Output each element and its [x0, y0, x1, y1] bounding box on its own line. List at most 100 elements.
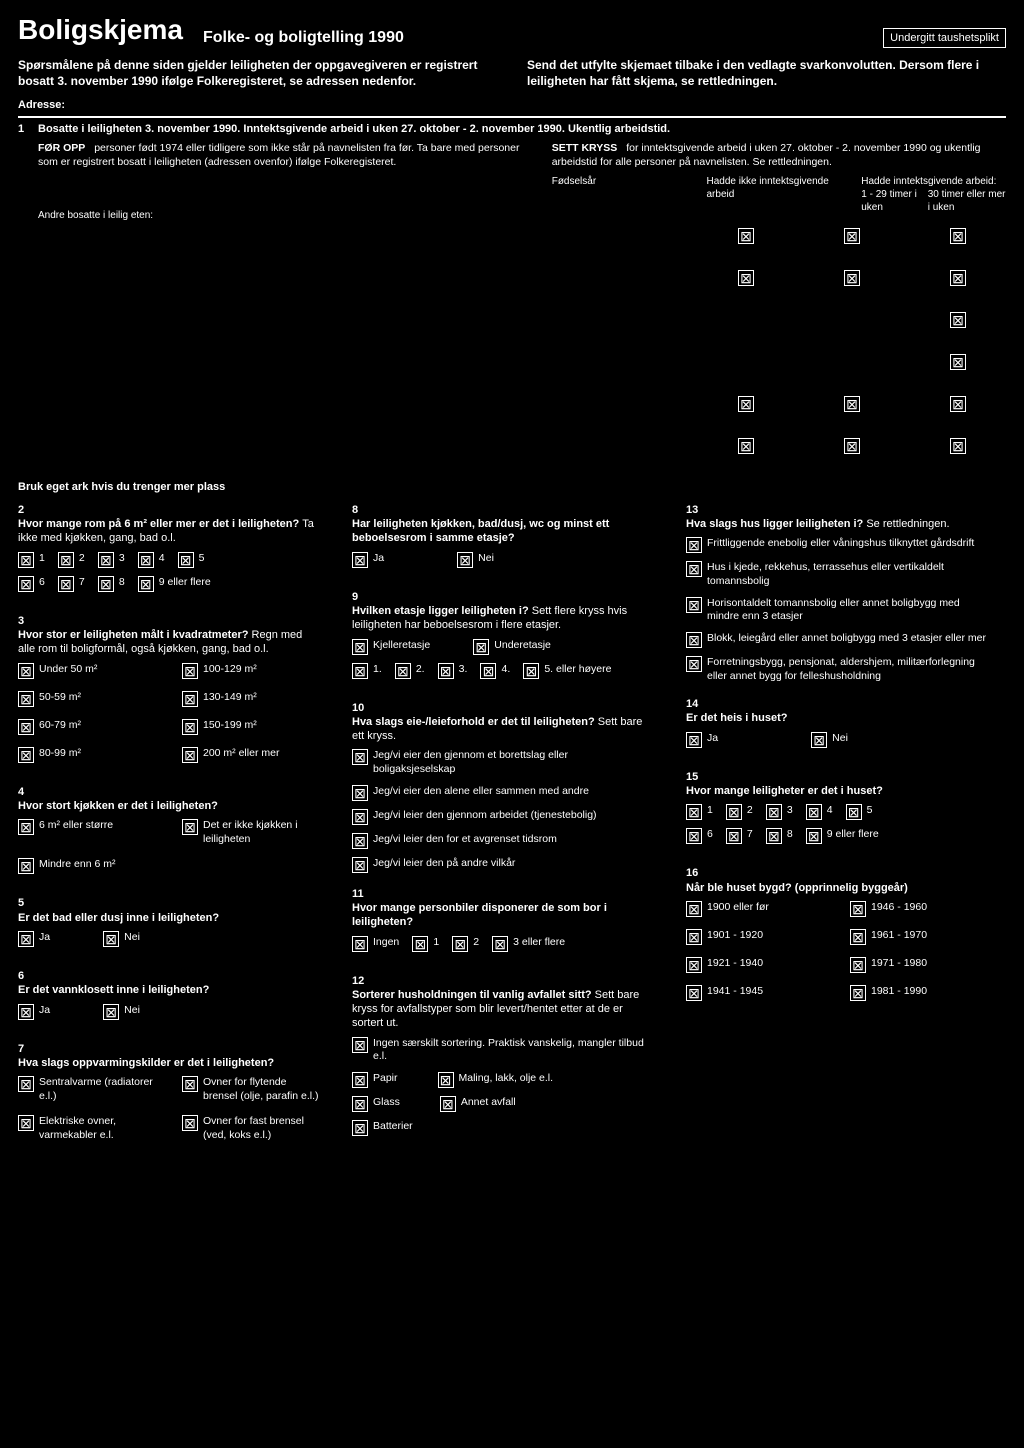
q12-opt2[interactable]: ⊠ — [352, 1072, 368, 1088]
q16-opt5[interactable]: ⊠ — [686, 957, 702, 973]
q7-opt1[interactable]: ⊠ — [18, 1076, 34, 1092]
q15-opt5[interactable]: ⊠ — [846, 804, 862, 820]
q16-opt6[interactable]: ⊠ — [850, 957, 866, 973]
q9-opt5[interactable]: ⊠ — [523, 663, 539, 679]
q13-opt2[interactable]: ⊠ — [686, 561, 702, 577]
q10-opt1[interactable]: ⊠ — [352, 749, 368, 765]
q11-text: Hvor mange personbiler disponerer de som… — [352, 901, 656, 930]
q9-opt1[interactable]: ⊠ — [352, 663, 368, 679]
checkbox[interactable]: ⊠ — [950, 312, 966, 328]
q12-opt3[interactable]: ⊠ — [438, 1072, 454, 1088]
q16-opt3[interactable]: ⊠ — [686, 929, 702, 945]
q15-opt7[interactable]: ⊠ — [726, 828, 742, 844]
q3-opt6[interactable]: ⊠ — [182, 719, 198, 735]
q6-number: 6 — [18, 969, 32, 983]
q7-opt4[interactable]: ⊠ — [182, 1115, 198, 1131]
q15-opt4[interactable]: ⊠ — [806, 804, 822, 820]
intro-right: Send det utfylte skjemaet tilbake i den … — [527, 58, 1006, 89]
q7-opt3[interactable]: ⊠ — [18, 1115, 34, 1131]
q3-opt4[interactable]: ⊠ — [182, 691, 198, 707]
q3-opt5[interactable]: ⊠ — [18, 719, 34, 735]
intro-left: Spørsmålene på denne siden gjelder leili… — [18, 58, 497, 89]
q16-opt2[interactable]: ⊠ — [850, 901, 866, 917]
checkbox[interactable]: ⊠ — [950, 396, 966, 412]
checkbox[interactable]: ⊠ — [738, 228, 754, 244]
foropp-text: personer født 1974 eller tidligere som i… — [38, 142, 519, 168]
checkbox[interactable]: ⊠ — [950, 438, 966, 454]
q13-opt1[interactable]: ⊠ — [686, 537, 702, 553]
q4-opt3[interactable]: ⊠ — [18, 858, 34, 874]
q11-opt4[interactable]: ⊠ — [492, 936, 508, 952]
q8-opt1[interactable]: ⊠ — [352, 552, 368, 568]
q16-opt8[interactable]: ⊠ — [850, 985, 866, 1001]
q15-opt8[interactable]: ⊠ — [766, 828, 782, 844]
q3-opt8[interactable]: ⊠ — [182, 747, 198, 763]
q3-opt3[interactable]: ⊠ — [18, 691, 34, 707]
q2-opt1[interactable]: ⊠ — [18, 552, 34, 568]
q2-opt4[interactable]: ⊠ — [138, 552, 154, 568]
q11-opt1[interactable]: ⊠ — [352, 936, 368, 952]
q15-opt3[interactable]: ⊠ — [766, 804, 782, 820]
q3-text: Hvor stor er leiligheten målt i kvadratm… — [18, 628, 322, 657]
q15-opt9[interactable]: ⊠ — [806, 828, 822, 844]
q9-opt3[interactable]: ⊠ — [438, 663, 454, 679]
checkbox[interactable]: ⊠ — [738, 270, 754, 286]
q9-number: 9 — [352, 590, 366, 604]
q8-opt2[interactable]: ⊠ — [457, 552, 473, 568]
checkbox[interactable]: ⊠ — [738, 438, 754, 454]
q15-opt2[interactable]: ⊠ — [726, 804, 742, 820]
q2-opt3[interactable]: ⊠ — [98, 552, 114, 568]
q10-opt4[interactable]: ⊠ — [352, 833, 368, 849]
q11-opt2[interactable]: ⊠ — [412, 936, 428, 952]
checkbox[interactable]: ⊠ — [738, 396, 754, 412]
checkbox[interactable]: ⊠ — [950, 354, 966, 370]
q3-opt7[interactable]: ⊠ — [18, 747, 34, 763]
checkbox[interactable]: ⊠ — [950, 270, 966, 286]
checkbox[interactable]: ⊠ — [950, 228, 966, 244]
checkbox[interactable]: ⊠ — [844, 438, 860, 454]
q16-opt1[interactable]: ⊠ — [686, 901, 702, 917]
q5-number: 5 — [18, 896, 32, 910]
checkbox[interactable]: ⊠ — [844, 396, 860, 412]
q16-opt7[interactable]: ⊠ — [686, 985, 702, 1001]
q12-opt1[interactable]: ⊠ — [352, 1037, 368, 1053]
q2-opt7[interactable]: ⊠ — [58, 576, 74, 592]
q7-opt2[interactable]: ⊠ — [182, 1076, 198, 1092]
q3-opt1[interactable]: ⊠ — [18, 663, 34, 679]
q4-opt1[interactable]: ⊠ — [18, 819, 34, 835]
checkbox[interactable]: ⊠ — [844, 270, 860, 286]
q12-opt4[interactable]: ⊠ — [352, 1096, 368, 1112]
q10-opt2[interactable]: ⊠ — [352, 785, 368, 801]
q5-opt2[interactable]: ⊠ — [103, 931, 119, 947]
q3-number: 3 — [18, 614, 32, 628]
q9-opt-un[interactable]: ⊠ — [473, 639, 489, 655]
q2-opt8[interactable]: ⊠ — [98, 576, 114, 592]
q5-opt1[interactable]: ⊠ — [18, 931, 34, 947]
q13-opt3[interactable]: ⊠ — [686, 597, 702, 613]
q13-opt5[interactable]: ⊠ — [686, 656, 702, 672]
q3-opt2[interactable]: ⊠ — [182, 663, 198, 679]
q2-opt2[interactable]: ⊠ — [58, 552, 74, 568]
q6-opt1[interactable]: ⊠ — [18, 1004, 34, 1020]
q10-opt5[interactable]: ⊠ — [352, 857, 368, 873]
q14-opt2[interactable]: ⊠ — [811, 732, 827, 748]
q9-opt-kj[interactable]: ⊠ — [352, 639, 368, 655]
q4-opt2[interactable]: ⊠ — [182, 819, 198, 835]
q2-opt9[interactable]: ⊠ — [138, 576, 154, 592]
q14-opt1[interactable]: ⊠ — [686, 732, 702, 748]
q15-opt6[interactable]: ⊠ — [686, 828, 702, 844]
q6-opt2[interactable]: ⊠ — [103, 1004, 119, 1020]
q10-opt3[interactable]: ⊠ — [352, 809, 368, 825]
q12-opt6[interactable]: ⊠ — [352, 1120, 368, 1136]
q9-opt4[interactable]: ⊠ — [480, 663, 496, 679]
q16-opt4[interactable]: ⊠ — [850, 929, 866, 945]
address-label: Adresse: — [18, 98, 1006, 112]
q13-opt4[interactable]: ⊠ — [686, 632, 702, 648]
q12-opt5[interactable]: ⊠ — [440, 1096, 456, 1112]
q15-opt1[interactable]: ⊠ — [686, 804, 702, 820]
q11-opt3[interactable]: ⊠ — [452, 936, 468, 952]
checkbox[interactable]: ⊠ — [844, 228, 860, 244]
q2-opt5[interactable]: ⊠ — [178, 552, 194, 568]
q9-opt2[interactable]: ⊠ — [395, 663, 411, 679]
q2-opt6[interactable]: ⊠ — [18, 576, 34, 592]
